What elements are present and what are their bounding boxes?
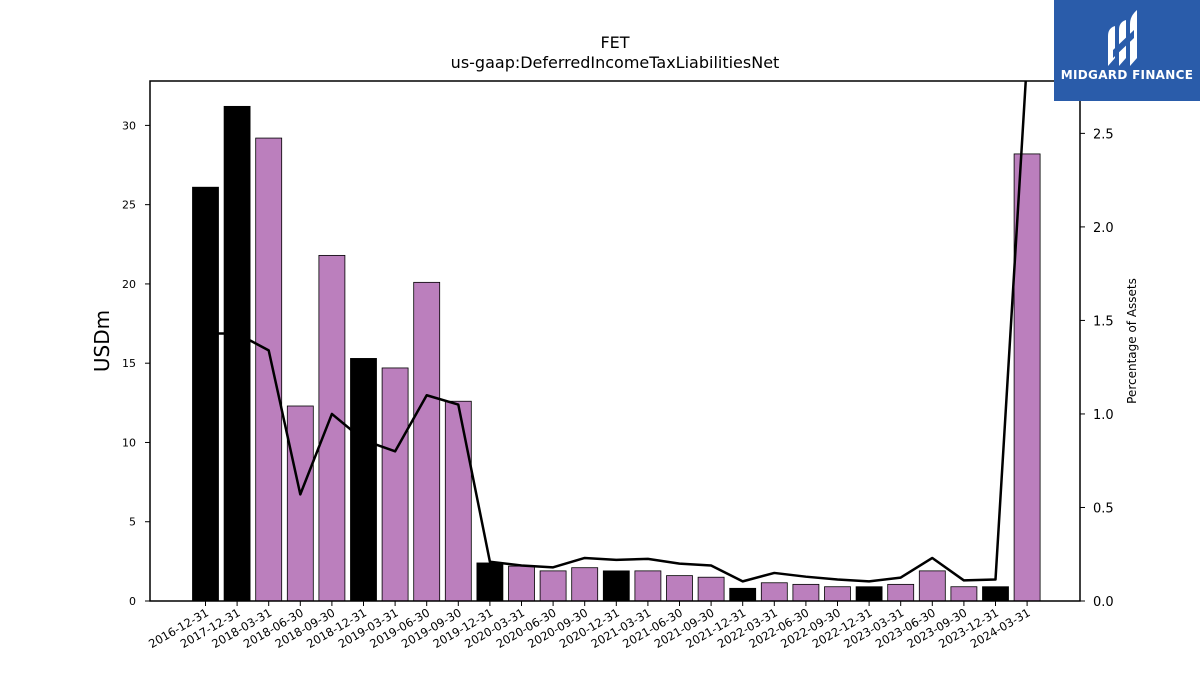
bar-2021-12-31 — [729, 587, 757, 602]
midgard-finance-logo: MIDGARD FINANCE — [1054, 0, 1200, 101]
y2-axis-label: Percentage of Assets — [1125, 278, 1139, 404]
y-axis-label: USDm — [90, 310, 114, 372]
bar-2022-06-30 — [792, 583, 820, 602]
bar-2024-03-31 — [1013, 153, 1041, 602]
logo-mark-icon — [1108, 10, 1137, 66]
y2-tick-label: 1.0 — [1093, 408, 1114, 423]
bar-2022-03-31 — [760, 582, 788, 602]
bar-2023-03-31 — [887, 583, 915, 602]
y-tick-label: 20 — [122, 278, 136, 291]
y2-tick-label: 1.5 — [1093, 314, 1114, 329]
y2-axis: 0.0 0.5 1.0 1.5 2.0 2.5 — [1080, 127, 1114, 610]
logo-name: MIDGARD FINANCE — [1060, 68, 1194, 82]
bar-2018-09-30 — [318, 254, 346, 602]
bar-2019-12-31 — [476, 562, 504, 602]
bar-2020-03-31 — [508, 565, 535, 602]
y-tick-label: 30 — [122, 119, 136, 132]
y-tick-label: 15 — [122, 357, 136, 370]
bar-2023-06-30 — [918, 570, 946, 602]
y2-tick-label: 0.5 — [1093, 501, 1114, 516]
bar-2021-09-30 — [697, 576, 725, 602]
bar-2018-12-31 — [350, 358, 377, 602]
y-axis: 0 5 10 15 20 25 30 — [122, 119, 150, 608]
bar-2022-09-30 — [824, 586, 851, 602]
chart-title: FET — [600, 33, 629, 52]
bar-series — [192, 105, 1041, 602]
x-axis: 2016-12-312017-12-312018-03-312018-06-30… — [146, 601, 1033, 651]
bar-2017-12-31 — [223, 105, 251, 602]
y-tick-label: 25 — [122, 199, 136, 212]
bar-2023-09-30 — [950, 586, 978, 602]
y-tick-label: 10 — [122, 436, 136, 449]
bar-2021-06-30 — [666, 575, 693, 602]
y2-tick-label: 2.5 — [1093, 127, 1114, 142]
bar-2016-12-31 — [192, 186, 219, 602]
bar-2020-12-31 — [602, 570, 630, 602]
plot-frame — [149, 80, 1081, 602]
bar-2019-06-30 — [413, 281, 441, 602]
bar-2021-03-31 — [634, 570, 662, 602]
percentage-of-assets-line — [205, 81, 1027, 583]
bar-2022-12-31 — [855, 586, 883, 602]
chart-subtitle: us-gaap:DeferredIncomeTaxLiabilitiesNet — [451, 53, 780, 72]
bar-2020-06-30 — [539, 570, 567, 602]
bar-2018-06-30 — [286, 405, 314, 602]
bar-2019-09-30 — [444, 400, 472, 602]
y-tick-label: 0 — [129, 595, 136, 608]
bar-2020-09-30 — [571, 567, 599, 602]
y-tick-label: 5 — [129, 516, 136, 529]
bar-2019-03-31 — [381, 367, 409, 602]
line-series — [205, 81, 1027, 583]
y2-tick-label: 2.0 — [1093, 221, 1114, 236]
bar-2023-12-31 — [982, 586, 1009, 602]
y2-tick-label: 0.0 — [1093, 595, 1114, 610]
bar-2018-03-31 — [255, 137, 283, 602]
